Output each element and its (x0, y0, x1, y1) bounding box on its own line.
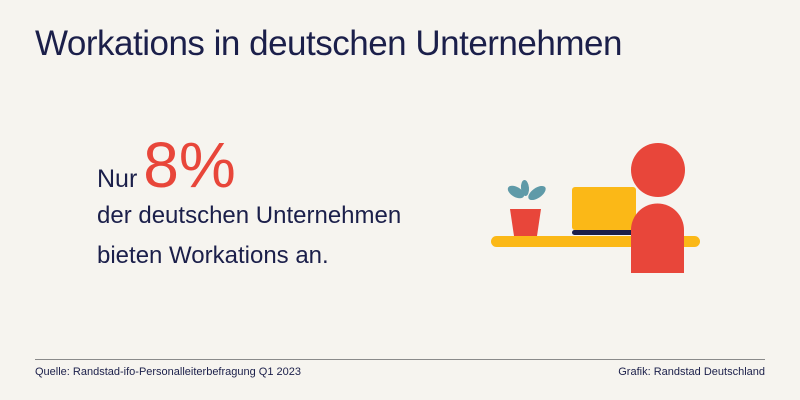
statement-value: 8% (143, 129, 236, 201)
statement-line-1: der deutschen Unternehmen (97, 202, 402, 229)
page-title: Workations in deutschen Unternehmen (35, 24, 622, 63)
statement-headline: Nur8% (97, 128, 236, 202)
laptop-icon (572, 187, 636, 235)
credit-note: Grafik: Randstad Deutschland (618, 366, 765, 378)
footer-divider (35, 359, 765, 360)
statement-prefix: Nur (97, 165, 138, 193)
source-note: Quelle: Randstad-ifo-Personalleiterbefra… (35, 366, 301, 378)
statement-line-2: bieten Workations an. (97, 242, 329, 269)
plant-icon (507, 180, 546, 236)
person-icon (631, 143, 685, 273)
